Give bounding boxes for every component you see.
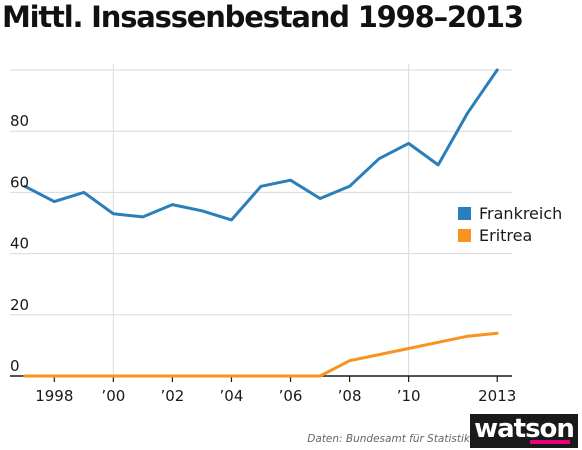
y-tick-label-4: 80 — [10, 112, 29, 130]
logo-accent-bar — [530, 440, 570, 444]
legend-box — [452, 199, 574, 248]
x-tick-label-6: ’10 — [397, 387, 421, 405]
x-tick-label-2: ’0​2 — [160, 387, 184, 405]
watson-logo: watson — [470, 414, 578, 448]
y-tick-label-1: 20 — [10, 296, 29, 314]
x-tick-label-1: ’00 — [101, 387, 125, 405]
x-tick-label-0: 1998 — [35, 387, 73, 405]
y-tick-label-2: 40 — [10, 235, 29, 253]
legend-swatch-frankreich — [458, 207, 471, 220]
chart-grid — [10, 64, 512, 376]
source-note: Daten: Bundesamt für Statistik — [307, 433, 470, 445]
y-tick-label-0: 0 — [10, 357, 20, 375]
x-tick-label-3: ’04 — [220, 387, 244, 405]
x-tick-label-4: ’06 — [279, 387, 303, 405]
chart-lines — [23, 68, 499, 378]
chart-tick-labels: 0 20 40 60 80 1998 ’00 ’0​2 ’04 ’06 ’08 ’10 2013 — [10, 112, 516, 405]
x-tick-label-5: ’08 — [338, 387, 362, 405]
logo-text: watson — [474, 414, 575, 444]
x-tick-label-7: 2013 — [478, 387, 516, 405]
legend-label-eritrea: Eritrea — [479, 226, 532, 245]
series-line-eritrea — [23, 331, 499, 378]
y-tick-label-3: 60 — [10, 173, 29, 191]
legend-label-frankreich: Frankreich — [479, 204, 562, 223]
series-line-frankreich — [23, 68, 499, 222]
chart-legend: Frankreich Eritrea — [452, 199, 574, 248]
legend-swatch-eritrea — [458, 229, 471, 242]
chart-title: Mittl. Insassenbestand 1998–2013 — [2, 0, 524, 34]
